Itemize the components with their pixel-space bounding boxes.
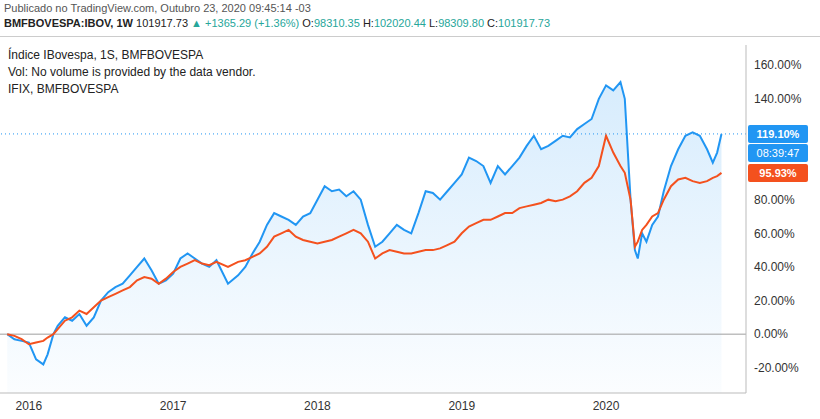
svg-text:60.00%: 60.00% xyxy=(754,227,795,241)
svg-text:2020: 2020 xyxy=(593,399,620,413)
html-text:Índice IBovespa, 1S, BMFBOVESP: Índice IBovespa, 1S, BMFBOVESPA xyxy=(8,48,204,62)
svg-text:0.00%: 0.00% xyxy=(754,327,788,341)
svg-text:-20.00%: -20.00% xyxy=(754,361,799,375)
html-text:Vol: No volume is provided by: Vol: No volume is provided by the data v… xyxy=(8,65,256,79)
svg-text:2017: 2017 xyxy=(160,399,187,413)
html-text:Publicado no TradingView.com,: Publicado no TradingView.com, Outubro 23… xyxy=(4,2,311,14)
svg-text:119.10%: 119.10% xyxy=(757,128,800,140)
html-text:IFIX, BMFBOVESPA: IFIX, BMFBOVESPA xyxy=(8,82,119,96)
svg-text:40.00%: 40.00% xyxy=(754,260,795,274)
svg-text:2019: 2019 xyxy=(448,399,475,413)
html-text:BMFBOVESPA:IBOV, 1W 101917.73: BMFBOVESPA:IBOV, 1W 101917.73 ▲ +1365.29… xyxy=(4,17,551,29)
svg-text:160.00%: 160.00% xyxy=(754,58,802,72)
svg-text:2016: 2016 xyxy=(16,399,43,413)
svg-text:140.00%: 140.00% xyxy=(754,92,802,106)
svg-text:2018: 2018 xyxy=(304,399,331,413)
svg-text:08:39:47: 08:39:47 xyxy=(757,147,800,159)
svg-text:20.00%: 20.00% xyxy=(754,294,795,308)
svg-text:80.00%: 80.00% xyxy=(754,193,795,207)
svg-text:95.93%: 95.93% xyxy=(759,167,797,179)
